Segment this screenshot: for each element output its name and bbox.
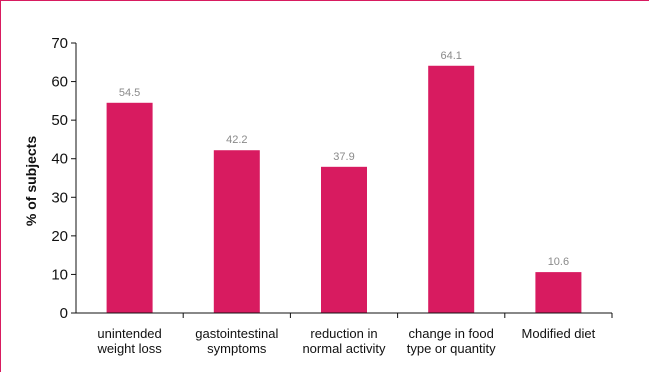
- x-category-label-line: reduction in: [310, 326, 377, 341]
- y-axis: 0 10 20 30 40 50 60 70: [51, 35, 77, 322]
- bar: [535, 272, 582, 313]
- x-category-label: gastointestinal symptoms: [195, 326, 278, 356]
- x-category-label-line: normal activity: [302, 341, 386, 356]
- bar: [106, 102, 153, 314]
- bar-value-label: 10.6: [548, 256, 569, 268]
- y-tick-label: 10: [51, 266, 68, 283]
- y-tick-label: 20: [51, 228, 68, 245]
- bar-value-label: 54.5: [119, 87, 140, 99]
- bars: 54.5 42.2 37.9 64.1 10.6: [106, 50, 582, 314]
- x-category-label-line: unintended: [97, 326, 161, 341]
- y-tick-label: 40: [51, 151, 68, 168]
- y-tick-label: 30: [51, 189, 68, 206]
- x-category-label: Modified diet: [522, 326, 596, 341]
- y-tick-label: 0: [60, 305, 68, 322]
- y-tick-label: 60: [51, 74, 68, 91]
- bar-value-label: 37.9: [333, 151, 354, 163]
- y-tick-label: 50: [51, 112, 68, 129]
- x-category-label: change in food type or quantity: [407, 326, 496, 356]
- x-category-label-line: change in food: [409, 326, 494, 341]
- x-category-label-line: Modified diet: [522, 326, 596, 341]
- x-category-label: reduction in normal activity: [302, 326, 386, 356]
- bar-value-label: 42.2: [226, 134, 247, 146]
- bar: [213, 150, 260, 313]
- x-category-label-line: symptoms: [207, 341, 267, 356]
- bar-value-label: 64.1: [440, 50, 461, 62]
- x-category-label-line: weight loss: [96, 341, 162, 356]
- x-category-label-line: type or quantity: [407, 341, 496, 356]
- bar: [428, 65, 475, 313]
- y-tick-label: 70: [51, 35, 68, 52]
- x-axis: unintended weight loss gastointestinal symp…: [76, 312, 613, 356]
- x-category-label: unintended weight loss: [96, 326, 162, 356]
- y-axis-title: % of subjects: [23, 136, 39, 226]
- x-category-label-line: gastointestinal: [195, 326, 278, 341]
- bar: [321, 166, 367, 313]
